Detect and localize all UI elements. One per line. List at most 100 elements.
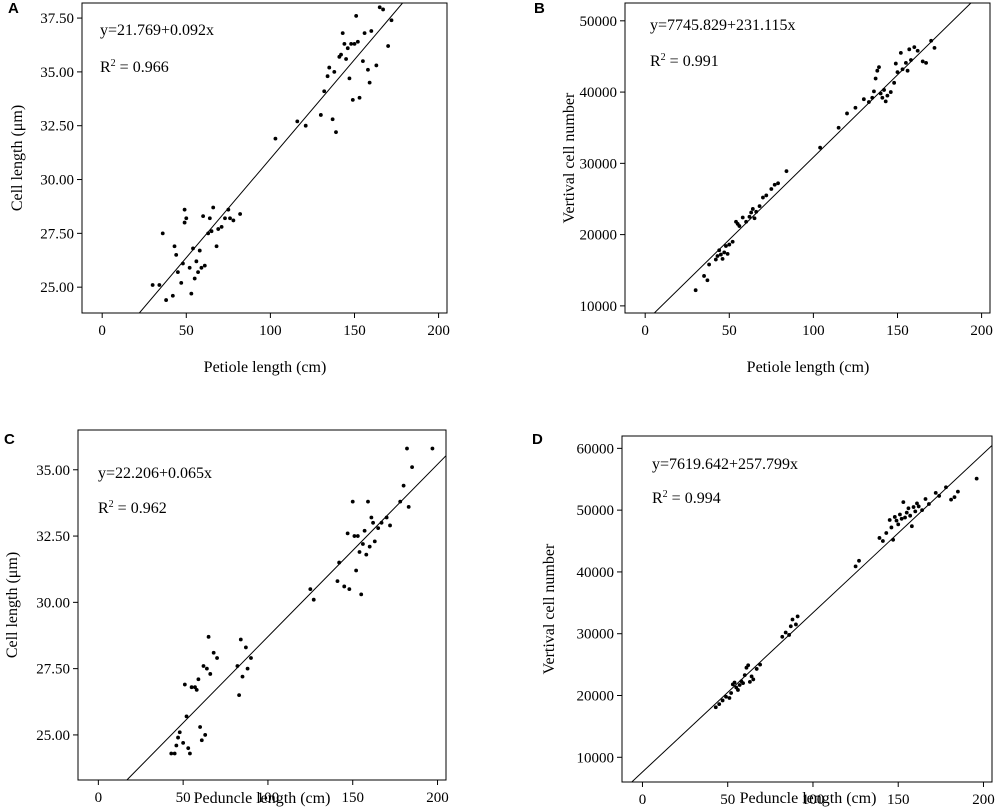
data-point bbox=[780, 634, 785, 639]
data-point bbox=[702, 274, 706, 278]
data-point bbox=[240, 674, 245, 679]
data-point bbox=[372, 539, 377, 544]
x-tick-label: 0 bbox=[98, 323, 106, 339]
data-point bbox=[794, 622, 798, 627]
data-point bbox=[209, 229, 214, 234]
data-point bbox=[736, 688, 740, 692]
panel-letter: A bbox=[8, 0, 19, 17]
data-point bbox=[150, 283, 155, 287]
data-point bbox=[345, 46, 350, 51]
data-point bbox=[197, 248, 202, 253]
data-point bbox=[188, 751, 192, 756]
data-point bbox=[893, 61, 898, 66]
data-point bbox=[352, 534, 357, 538]
data-point bbox=[164, 298, 169, 302]
data-point bbox=[342, 584, 347, 589]
y-tick-label: 37.50 bbox=[40, 11, 74, 27]
data-point bbox=[215, 656, 219, 660]
data-point bbox=[202, 263, 207, 268]
data-point bbox=[199, 738, 204, 743]
data-point bbox=[405, 446, 409, 451]
data-point bbox=[788, 624, 793, 629]
data-point bbox=[196, 677, 201, 682]
data-point bbox=[901, 500, 906, 505]
r-squared: R2 = 0.962 bbox=[98, 499, 167, 517]
data-point bbox=[334, 130, 338, 135]
data-point bbox=[898, 512, 902, 517]
x-tick-label: 150 bbox=[341, 790, 364, 806]
data-point bbox=[772, 182, 777, 187]
data-point bbox=[389, 18, 394, 23]
data-point bbox=[870, 95, 875, 100]
data-point bbox=[235, 664, 240, 668]
data-point bbox=[367, 80, 372, 85]
data-point bbox=[369, 29, 374, 33]
x-tick-label: 100 bbox=[259, 323, 282, 339]
data-point bbox=[693, 288, 698, 293]
y-tick-label: 10000 bbox=[577, 750, 615, 766]
regression-equation: y=21.769+0.092x bbox=[100, 22, 214, 39]
data-point bbox=[875, 68, 880, 73]
data-point bbox=[175, 270, 180, 274]
y-tick-label: 25.00 bbox=[40, 280, 74, 296]
data-point bbox=[725, 251, 730, 256]
y-axis-label: Cell length (μm) bbox=[4, 552, 21, 658]
data-point bbox=[330, 117, 335, 122]
y-tick-label: 30.00 bbox=[40, 173, 74, 189]
data-point bbox=[238, 637, 243, 642]
data-point bbox=[853, 105, 858, 110]
data-point bbox=[861, 97, 866, 102]
data-point bbox=[836, 125, 841, 130]
y-tick-label: 50000 bbox=[580, 14, 618, 30]
data-point bbox=[911, 505, 916, 509]
panel-c: C 0 50 100 150 200 25.00 27.50 30.00 32.50 35.00 Pe… bbox=[4, 429, 449, 807]
data-point bbox=[184, 216, 189, 221]
data-point bbox=[933, 490, 938, 495]
data-point bbox=[207, 216, 212, 221]
y-tick-label: 60000 bbox=[577, 441, 615, 457]
x-tick-label: 50 bbox=[176, 790, 191, 806]
data-point bbox=[192, 276, 197, 281]
data-point bbox=[898, 50, 903, 55]
data-point bbox=[174, 743, 179, 748]
data-point bbox=[769, 187, 774, 191]
data-point bbox=[357, 95, 362, 100]
data-point bbox=[884, 531, 889, 535]
r-squared-superscript: 2 bbox=[111, 58, 116, 69]
data-point bbox=[845, 111, 849, 116]
data-point bbox=[900, 67, 905, 72]
y-tick-label: 40000 bbox=[580, 85, 618, 101]
data-point bbox=[337, 560, 342, 565]
data-point bbox=[920, 59, 925, 64]
r-squared-value: = 0.962 bbox=[114, 500, 167, 517]
data-point bbox=[761, 195, 765, 200]
data-point bbox=[237, 693, 242, 698]
data-point bbox=[790, 617, 795, 622]
data-point bbox=[885, 93, 890, 98]
data-point bbox=[430, 446, 435, 451]
x-tick-label: 100 bbox=[802, 323, 825, 339]
data-point bbox=[724, 694, 728, 699]
data-point bbox=[201, 664, 206, 668]
data-point bbox=[189, 685, 194, 690]
data-point bbox=[916, 504, 921, 509]
data-point bbox=[892, 80, 897, 85]
data-point bbox=[238, 212, 243, 216]
data-point bbox=[727, 696, 732, 700]
y-tick-label: 20000 bbox=[580, 228, 618, 244]
data-point bbox=[705, 278, 710, 283]
data-point bbox=[201, 214, 206, 219]
data-point bbox=[191, 246, 195, 251]
regression-equation: y=7619.642+257.799x bbox=[652, 456, 798, 473]
data-point bbox=[757, 204, 762, 209]
data-point bbox=[322, 89, 327, 94]
data-point bbox=[367, 544, 372, 549]
data-point bbox=[747, 214, 752, 219]
data-point bbox=[369, 515, 374, 520]
data-point bbox=[340, 31, 345, 36]
panel-letter: C bbox=[4, 431, 15, 448]
data-point bbox=[186, 746, 191, 751]
regression-line bbox=[126, 455, 446, 780]
data-point bbox=[410, 465, 414, 470]
data-point bbox=[347, 587, 352, 591]
